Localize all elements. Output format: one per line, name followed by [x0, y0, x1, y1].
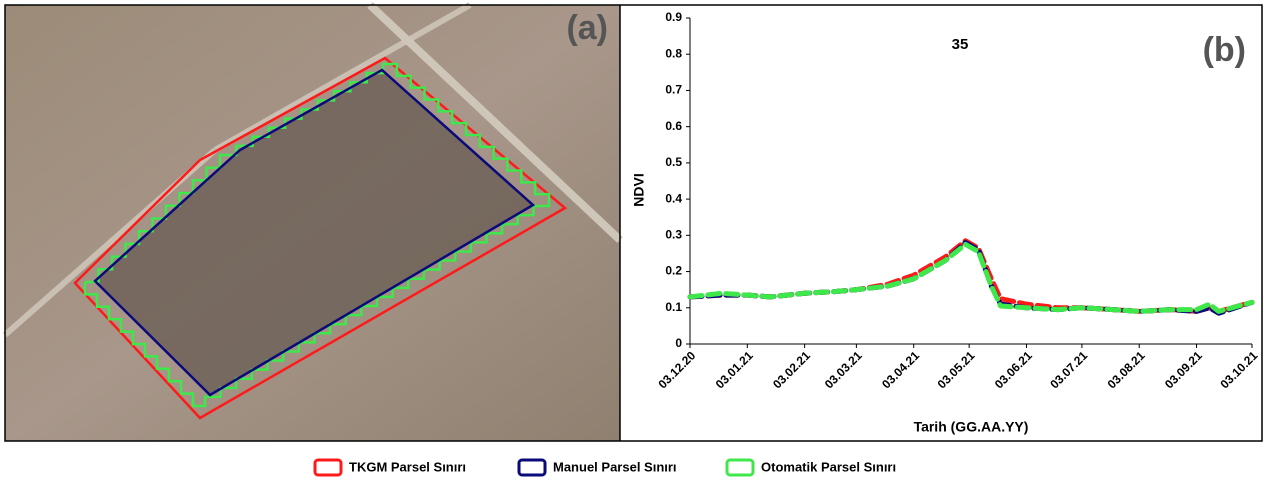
panel-label: (a): [566, 9, 608, 47]
series-line: [690, 244, 1252, 311]
y-tick-label: 0: [675, 336, 682, 350]
y-tick-label: 0.6: [665, 119, 682, 133]
x-tick-label: 03.10.21: [1217, 348, 1260, 391]
x-tick-label: 03.02.21: [770, 348, 813, 391]
x-tick-label: 03.12.20: [655, 348, 698, 391]
legend: TKGM Parsel Sınırı Manuel Parsel Sınırı Ot…: [315, 459, 896, 475]
legend-swatch: [727, 460, 753, 475]
legend-swatch: [315, 460, 341, 475]
series-line: [690, 243, 1252, 314]
y-tick-label: 0.7: [665, 83, 682, 97]
y-tick-label: 0.2: [665, 264, 682, 278]
chart: 0 0.1 0.2 0.3 0.4 0.5 0.6 0.7 0.8 0.9 03.12.20 03.0…: [631, 10, 1261, 435]
image-panel: (a): [5, 5, 620, 441]
x-tick-label: 03.06.21: [992, 348, 1035, 391]
y-tick-label: 0.1: [665, 300, 682, 314]
legend-label: TKGM Parsel Sınırı: [349, 459, 466, 474]
x-tick-label: 03.08.21: [1105, 348, 1148, 391]
figure: (a) 0 0.1 0.2 0.3 0.4 0.5 0.6 0.7 0.8 0.9 03.12.20…: [0, 0, 1264, 479]
x-tick-label: 03.05.21: [935, 348, 978, 391]
legend-label: Manuel Parsel Sınırı: [553, 459, 677, 474]
x-axis-title: Tarih (GG.AA.YY): [914, 419, 1029, 435]
series-line: [690, 241, 1252, 312]
legend-swatch: [519, 460, 545, 475]
y-tick-label: 0.3: [665, 228, 682, 242]
panel-label: (b): [1203, 31, 1246, 69]
legend-label: Otomatik Parsel Sınırı: [761, 459, 896, 474]
x-tick-label: 03.09.21: [1162, 348, 1205, 391]
x-tick-label: 03.01.21: [713, 348, 756, 391]
x-tick-label: 03.07.21: [1047, 348, 1090, 391]
x-tick-label: 03.04.21: [879, 348, 922, 391]
x-tick-label: 03.03.21: [822, 348, 865, 391]
y-tick-label: 0.8: [665, 46, 682, 60]
y-tick-label: 0.5: [665, 155, 682, 169]
annotation: 35: [952, 36, 969, 53]
y-axis-title: NDVI: [631, 173, 647, 206]
y-tick-label: 0.4: [665, 191, 682, 205]
y-tick-label: 0.9: [665, 10, 682, 24]
